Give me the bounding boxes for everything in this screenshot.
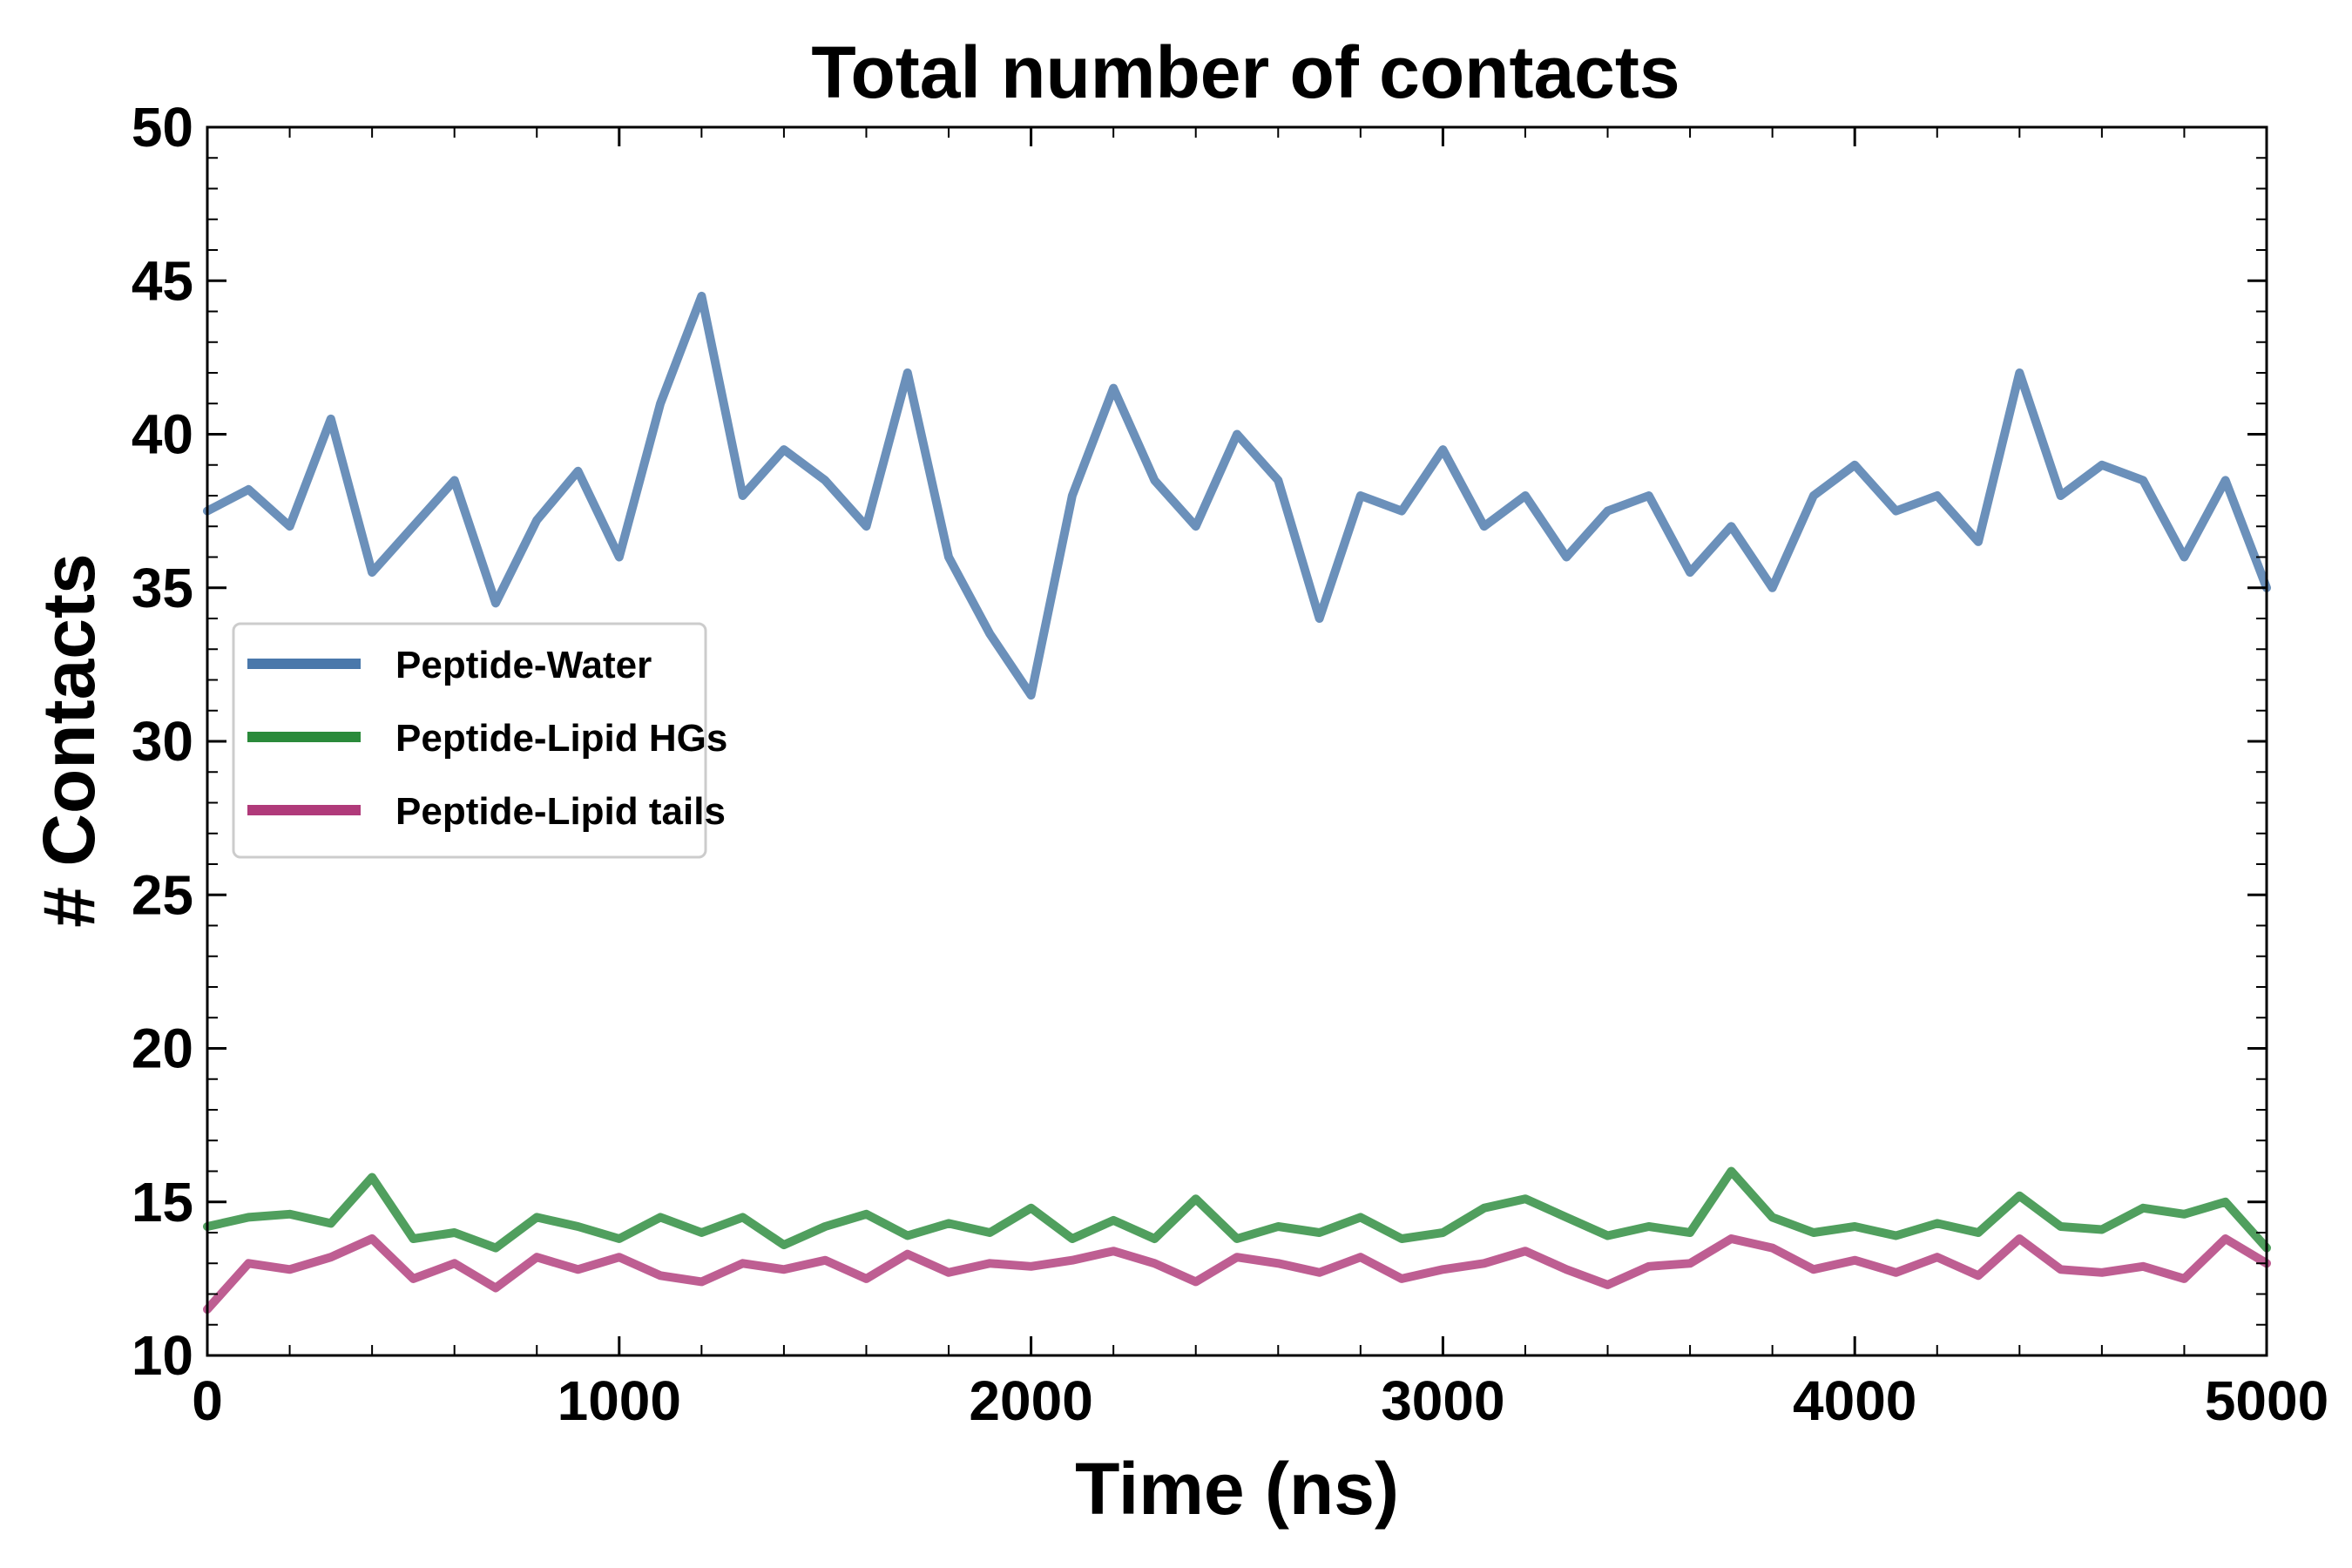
x-tick-label: 0 [192,1369,223,1432]
y-tick-label: 10 [132,1324,193,1387]
series-line-3 [203,1234,2271,1315]
legend-label: Peptide-Lipid HGs [395,717,727,760]
legend-label: Peptide-Water [395,644,652,686]
legend-frame [232,622,707,859]
y-tick-label: 15 [132,1171,193,1233]
x-tick-label: 5000 [2205,1369,2328,1432]
x-tick-label: 1000 [558,1369,681,1432]
series-line-2 [203,1166,2271,1253]
x-axis-label: Time (ns) [1075,1448,1399,1530]
series-line-1 [203,291,2271,700]
y-tick-label: 20 [132,1017,193,1080]
x-tick-label: 3000 [1381,1369,1504,1432]
x-tick-label: 4000 [1793,1369,1916,1432]
y-tick-label: 45 [132,249,193,312]
legend-label: Peptide-Lipid tails [395,790,726,833]
y-tick-label: 40 [132,403,193,466]
chart-title: Total number of contacts [811,31,1680,113]
x-tick-label: 2000 [969,1369,1092,1432]
legend: Peptide-Water Peptide-Lipid HGs Peptide-Li… [232,622,727,859]
y-tick-label: 35 [132,557,193,619]
y-tick-label: 50 [132,96,193,159]
y-tick-label: 30 [132,710,193,773]
y-axis-label: # Contacts [28,553,110,927]
y-tick-label: 25 [132,863,193,926]
